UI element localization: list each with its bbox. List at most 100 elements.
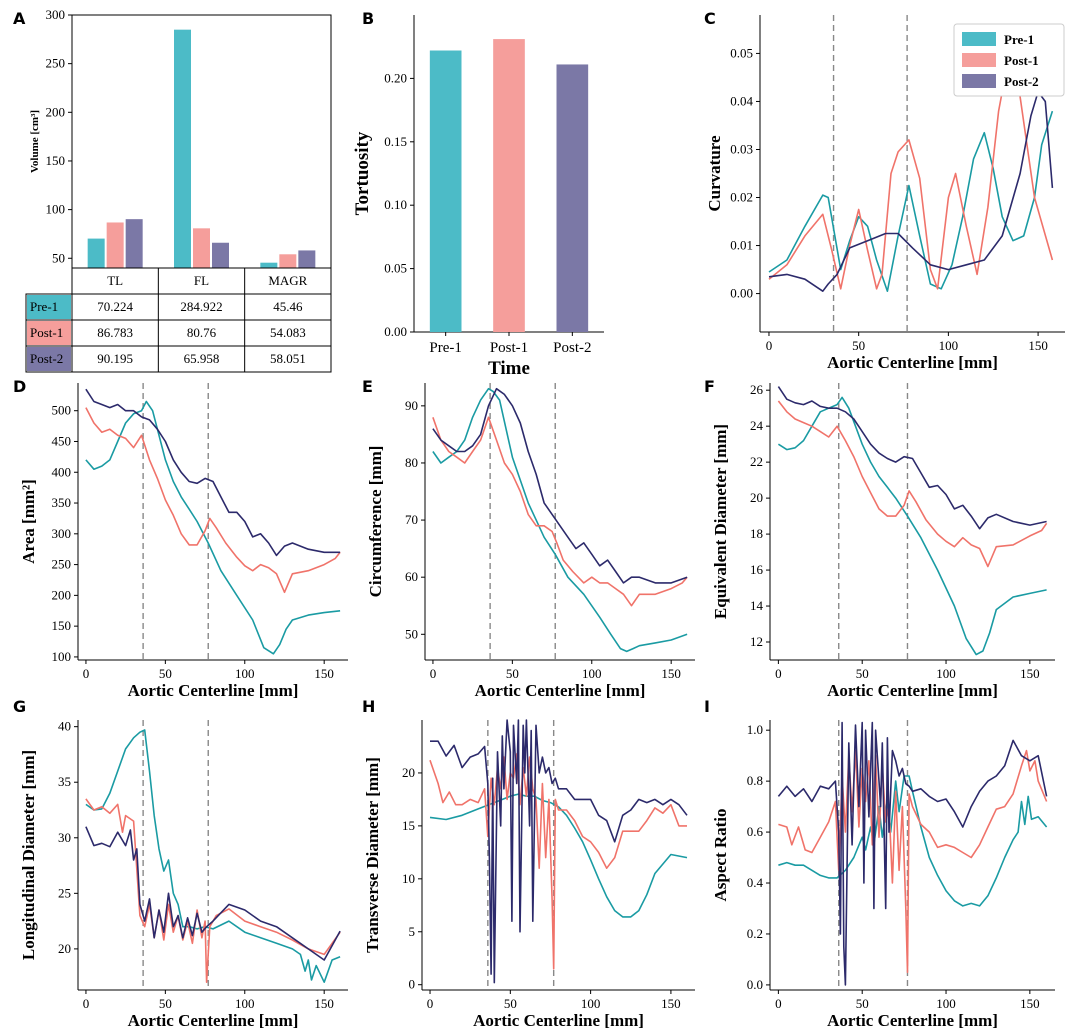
bar-post-2-tl bbox=[125, 219, 143, 268]
y-tick-label: 0.03 bbox=[730, 141, 753, 156]
panel-b: B 0.00 0.05 0.10 0.15 0.20 Pre-1 Post-1 Post-2 Ti… bbox=[352, 9, 604, 379]
x-tick-label: Post-1 bbox=[490, 340, 528, 356]
panel-label: B bbox=[362, 9, 374, 28]
y-tick-label: 0.00 bbox=[384, 324, 407, 339]
legend-swatch-post-1 bbox=[962, 53, 996, 67]
panel-label: D bbox=[13, 377, 26, 396]
series-line-post-1 bbox=[777, 400, 1048, 568]
y-tick-label: 5 bbox=[409, 924, 416, 939]
series-line-post-1 bbox=[85, 407, 341, 594]
series-line-pre-1 bbox=[429, 793, 688, 918]
y-tick-label: 0.2 bbox=[747, 926, 763, 941]
y-tick-label: 0.4 bbox=[747, 875, 764, 890]
panel-label: H bbox=[362, 697, 375, 716]
y-tick-label: 100 bbox=[46, 202, 66, 217]
bar-pre-1-tl bbox=[87, 238, 105, 268]
x-tick-label: 50 bbox=[856, 666, 869, 681]
x-tick-label: 100 bbox=[936, 996, 956, 1011]
table-cell: 65.958 bbox=[184, 351, 220, 366]
y-tick-label: 26 bbox=[750, 382, 764, 397]
table-cell: 284.922 bbox=[180, 299, 222, 314]
x-tick-label: 100 bbox=[235, 996, 255, 1011]
series-line-post-2 bbox=[768, 91, 1054, 293]
y-tick-label: 200 bbox=[46, 104, 66, 119]
y-tick-label: 100 bbox=[52, 649, 72, 664]
table-cell: 54.083 bbox=[270, 325, 306, 340]
x-tick-label: 100 bbox=[235, 666, 255, 681]
x-axis-label: Aortic Centerline [mm] bbox=[473, 1011, 644, 1030]
y-tick-label: 10 bbox=[402, 871, 415, 886]
bar-post-1-tl bbox=[106, 222, 124, 268]
series-line-post-1 bbox=[429, 753, 687, 970]
y-tick-label: 18 bbox=[750, 526, 763, 541]
table-header-cell: FL bbox=[194, 273, 209, 288]
x-axis-label: Aortic Centerline [mm] bbox=[128, 681, 299, 700]
y-tick-label: 20 bbox=[58, 941, 71, 956]
y-tick-label: 35 bbox=[58, 774, 71, 789]
series-line-pre-1 bbox=[432, 387, 688, 653]
panel-h: H 0 5 10 15 20 0 50 100 150 Aortic Centerline [mm]… bbox=[362, 697, 695, 1030]
x-tick-label: 0 bbox=[83, 666, 90, 681]
table-row-label: Post-1 bbox=[30, 325, 63, 340]
legend-swatch-post-2 bbox=[962, 74, 996, 88]
x-tick-label: 0 bbox=[83, 996, 90, 1011]
series-line-post-2 bbox=[85, 826, 341, 961]
panel-label: I bbox=[704, 697, 710, 716]
table-row-label: Post-2 bbox=[30, 351, 63, 366]
panel-a: A 50 100 150 200 250 300 Volume [cm³] TL FL MAGR Pr… bbox=[13, 7, 332, 373]
series-line-pre-1 bbox=[85, 400, 341, 655]
x-tick-label: 100 bbox=[581, 996, 601, 1011]
x-tick-label: 150 bbox=[661, 996, 681, 1011]
bar-pre-1 bbox=[429, 50, 462, 333]
table-row bbox=[25, 345, 332, 373]
x-tick-label: 50 bbox=[159, 666, 172, 681]
table-row-label: Pre-1 bbox=[30, 299, 58, 314]
x-tick-label: Pre-1 bbox=[429, 340, 462, 356]
panel-label: G bbox=[13, 697, 26, 716]
y-tick-label: 500 bbox=[52, 403, 72, 418]
y-tick-label: 14 bbox=[750, 598, 764, 613]
y-tick-label: 0.15 bbox=[384, 134, 407, 149]
y-tick-label: 0.00 bbox=[730, 286, 753, 301]
panel-c: C 0.00 0.01 0.02 0.03 0.04 0.05 0 50 100 150 Aortic… bbox=[704, 9, 1065, 372]
x-tick-label: Post-2 bbox=[553, 340, 591, 356]
y-tick-label: 25 bbox=[58, 885, 71, 900]
panel-f: F 12 14 16 18 20 22 24 26 0 50 100 150 Aortic Centerl… bbox=[704, 377, 1055, 700]
y-tick-label: 15 bbox=[402, 818, 415, 833]
y-tick-label: 0.05 bbox=[730, 45, 753, 60]
y-tick-label: 12 bbox=[750, 634, 763, 649]
y-tick-label: 400 bbox=[52, 464, 72, 479]
table-cell: 90.195 bbox=[97, 351, 133, 366]
y-tick-label: 80 bbox=[405, 455, 418, 470]
panel-d: D 100 150 200 250 300 350 400 450 500 0 50 100 150 Aor… bbox=[13, 377, 348, 700]
y-tick-label: 150 bbox=[52, 618, 72, 633]
panel-label: A bbox=[13, 9, 26, 28]
x-tick-label: 100 bbox=[939, 338, 959, 353]
table-cell: 86.783 bbox=[97, 325, 133, 340]
panel-e: E 50 60 70 80 90 0 50 100 150 Aortic Centerline [m… bbox=[362, 377, 695, 700]
table-cell: 80.76 bbox=[187, 325, 217, 340]
y-axis-label: Longitudinal Diameter [mm] bbox=[19, 750, 38, 960]
y-tick-label: 0.0 bbox=[747, 977, 763, 992]
y-tick-label: 0.04 bbox=[730, 93, 753, 108]
legend-swatch-pre-1 bbox=[962, 32, 996, 46]
series-line-post-2 bbox=[777, 721, 1048, 986]
y-axis-label: Aspect Ratio bbox=[711, 808, 730, 901]
series-line-post-2 bbox=[432, 387, 688, 584]
bar-post-1-fl bbox=[193, 228, 210, 268]
series-line-post-1 bbox=[85, 798, 341, 984]
x-tick-label: 0 bbox=[766, 338, 773, 353]
x-tick-label: 100 bbox=[936, 666, 956, 681]
y-tick-label: 150 bbox=[46, 153, 66, 168]
x-tick-label: 50 bbox=[852, 338, 865, 353]
legend-entry-pre-1: Pre-1 bbox=[1004, 32, 1034, 47]
y-tick-label: 90 bbox=[405, 398, 418, 413]
y-tick-label: 30 bbox=[58, 830, 71, 845]
panel-g: G 20 25 30 35 40 0 50 100 150 Aortic Centerline [m… bbox=[13, 697, 348, 1030]
series-line-pre-1 bbox=[768, 110, 1054, 293]
table-header-cell: TL bbox=[107, 273, 123, 288]
x-tick-label: 0 bbox=[775, 666, 782, 681]
legend: Pre-1 Post-1 Post-2 bbox=[953, 23, 1065, 97]
x-axis-label: Time bbox=[488, 358, 530, 379]
y-tick-label: 250 bbox=[52, 557, 72, 572]
